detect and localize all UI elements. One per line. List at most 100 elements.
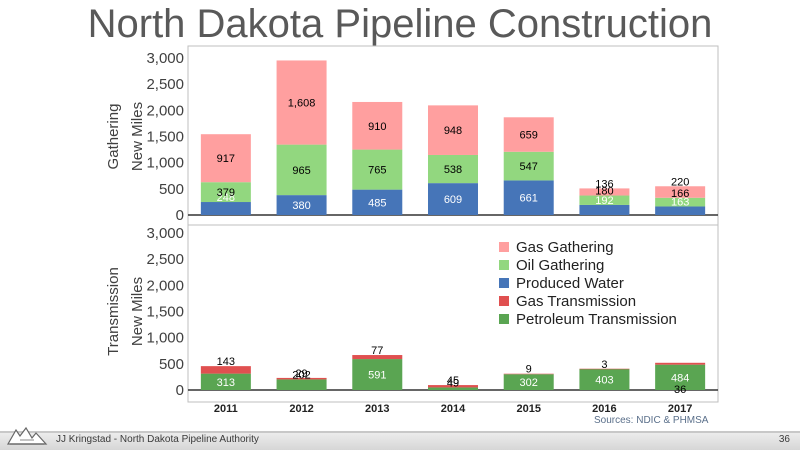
data-label: 9	[526, 364, 532, 376]
plot-frame	[187, 45, 719, 403]
pipeline-authority-logo-icon	[6, 426, 48, 445]
bar-segment	[503, 180, 554, 215]
bar-segment	[352, 149, 403, 190]
y-tick-label: 1,500	[146, 304, 184, 321]
bar-segment	[276, 144, 327, 196]
y-tick-label: 0	[176, 207, 184, 224]
x-tick-label: 2012	[289, 403, 313, 415]
y-tick-label: 0	[176, 382, 184, 399]
x-tick-label: 2016	[592, 403, 616, 415]
bar-segment	[503, 151, 554, 181]
bar-segment	[276, 195, 327, 215]
bar-segment	[276, 377, 327, 380]
bar-segment	[200, 202, 251, 215]
data-label: 765	[368, 165, 386, 177]
y-tick-label: 1,500	[146, 129, 184, 146]
legend-swatch	[499, 260, 509, 270]
data-label: 965	[292, 165, 310, 177]
slide-title: North Dakota Pipeline Construction	[87, 2, 713, 46]
data-label: 380	[292, 200, 310, 212]
bar-segment	[200, 366, 251, 374]
y-tick-label: 2,500	[146, 76, 184, 93]
data-label: 248	[217, 192, 235, 204]
bar-segment	[655, 364, 706, 390]
legend-label: Gas Gathering	[516, 239, 614, 256]
bar-segment	[200, 373, 251, 390]
data-label: 917	[217, 153, 235, 165]
bar-segment	[428, 183, 478, 215]
data-label: 484	[671, 372, 689, 384]
data-label: 313	[217, 377, 235, 389]
data-label: 166	[671, 188, 689, 200]
y-tick-label: 3,000	[146, 50, 184, 67]
bar-segment	[276, 379, 327, 390]
data-label: 136	[595, 178, 613, 190]
y-tick-label: 1,000	[146, 155, 184, 172]
bar-segment	[428, 387, 478, 390]
bar-segment	[579, 195, 630, 205]
page-number: 36	[778, 434, 790, 445]
footer-credit: JJ Kringstad - North Dakota Pipeline Aut…	[56, 434, 259, 445]
data-label: 202	[292, 369, 310, 381]
bar-segment	[276, 60, 327, 145]
y-axis-title: Transmission	[105, 267, 122, 356]
x-tick-label: 2011	[214, 403, 238, 415]
data-label: 36	[674, 384, 686, 396]
y-tick-label: 500	[159, 181, 184, 198]
data-label: 220	[671, 176, 689, 188]
bar-segment	[428, 105, 478, 155]
bar-segment	[503, 373, 554, 375]
bar-segment	[579, 368, 630, 390]
bar-segment	[352, 189, 403, 215]
footer-bar	[0, 431, 800, 450]
data-label: 379	[217, 187, 235, 199]
bar-segment	[200, 134, 251, 183]
y-axis-title: New Miles	[129, 277, 146, 346]
legend-label: Oil Gathering	[516, 257, 604, 274]
legend-label: Produced Water	[516, 275, 624, 292]
legend-label: Gas Transmission	[516, 293, 636, 310]
data-label: 1,608	[288, 98, 316, 110]
legend-swatch	[499, 278, 509, 288]
x-tick-label: 2013	[365, 403, 389, 415]
data-label: 609	[444, 194, 462, 206]
y-tick-label: 3,000	[146, 225, 184, 242]
footer-background	[0, 433, 800, 450]
data-label: 591	[368, 370, 386, 382]
x-tick-label: 2017	[668, 403, 692, 415]
data-label: 163	[671, 196, 689, 208]
x-tick-label: 2014	[441, 403, 466, 415]
bar-segment	[352, 101, 403, 150]
data-label: 3	[601, 359, 607, 371]
y-axis-title: Gathering	[105, 104, 122, 170]
bar-segment	[352, 355, 403, 360]
data-label: 948	[444, 125, 462, 137]
data-label: 910	[368, 121, 386, 133]
legend-swatch	[499, 242, 509, 252]
data-label: 49	[447, 377, 459, 389]
data-label: 661	[520, 193, 538, 205]
bar-segment	[503, 117, 554, 152]
y-tick-label: 1,000	[146, 330, 184, 347]
bar-segment	[655, 362, 706, 365]
data-label: 547	[520, 161, 538, 173]
data-label: 45	[447, 375, 459, 387]
footer-divider	[0, 431, 800, 433]
data-label: 485	[368, 197, 386, 209]
bar-segment	[352, 359, 403, 390]
y-tick-label: 500	[159, 356, 184, 373]
data-label: 538	[444, 164, 462, 176]
bar-segment	[655, 186, 706, 198]
data-label: 192	[595, 195, 613, 207]
y-tick-label: 2,000	[146, 277, 184, 294]
legend-swatch	[499, 314, 509, 324]
bar-segment	[428, 385, 478, 388]
bar-segment	[655, 197, 706, 207]
data-label: 77	[371, 345, 383, 357]
data-label: 29	[295, 368, 307, 380]
x-tick-label: 2015	[516, 403, 540, 415]
bar-segment	[428, 154, 478, 184]
y-tick-label: 2,000	[146, 102, 184, 119]
legend-label: Petroleum Transmission	[516, 311, 677, 328]
